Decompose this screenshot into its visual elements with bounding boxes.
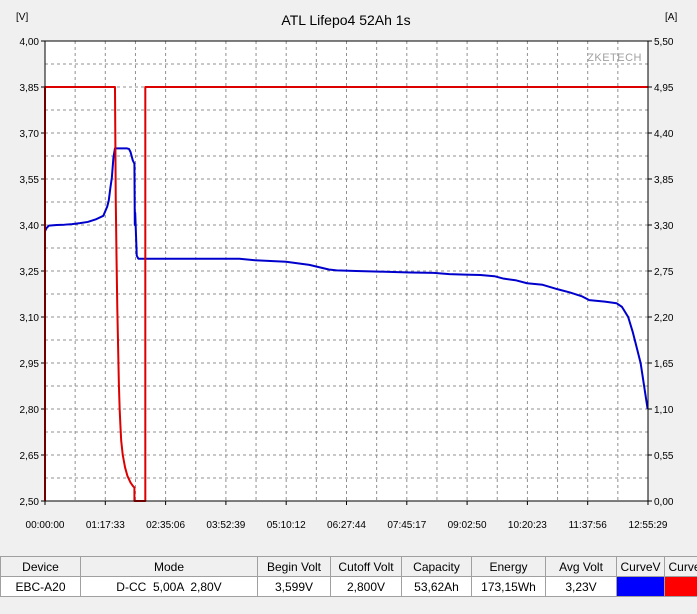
x-tick-label: 10:20:23 bbox=[508, 520, 547, 531]
cell-capacity: 53,62Ah bbox=[401, 576, 472, 597]
y-left-tick-label: 3,55 bbox=[20, 175, 40, 186]
y-left-tick-label: 3,10 bbox=[20, 313, 40, 324]
x-tick-label: 12:55:29 bbox=[629, 520, 668, 531]
y-right-tick-label: 5,50 bbox=[654, 37, 674, 48]
y-left-unit-label: [V] bbox=[16, 12, 28, 23]
header-mode: Mode bbox=[80, 556, 258, 577]
y-right-tick-label: 0,00 bbox=[654, 497, 674, 508]
cell-mode: D-CC 5,00A 2,80V bbox=[80, 576, 258, 597]
y-right-tick-label: 3,85 bbox=[654, 175, 674, 186]
cell-device: EBC-A20 bbox=[0, 576, 81, 597]
x-tick-label: 01:17:33 bbox=[86, 520, 125, 531]
cell-cutoff-volt: 2,800V bbox=[330, 576, 402, 597]
header-curve-a: CurveA bbox=[664, 556, 697, 577]
y-left-tick-label: 3,70 bbox=[20, 129, 40, 140]
header-device: Device bbox=[0, 556, 81, 577]
header-avg-volt: Avg Volt bbox=[545, 556, 617, 577]
y-right-tick-label: 4,40 bbox=[654, 129, 674, 140]
x-tick-label: 00:00:00 bbox=[26, 520, 65, 531]
header-cutoff-volt: Cutoff Volt bbox=[330, 556, 402, 577]
y-left-tick-label: 4,00 bbox=[20, 37, 40, 48]
y-left-tick-label: 2,50 bbox=[20, 497, 40, 508]
cell-avg-volt: 3,23V bbox=[545, 576, 617, 597]
results-table: Device Mode Begin Volt Cutoff Volt Capac… bbox=[0, 556, 697, 597]
results-header-row: Device Mode Begin Volt Cutoff Volt Capac… bbox=[0, 556, 697, 577]
y-right-tick-label: 2,20 bbox=[654, 313, 674, 324]
y-left-tick-label: 3,40 bbox=[20, 221, 40, 232]
x-tick-label: 07:45:17 bbox=[387, 520, 426, 531]
header-energy: Energy bbox=[471, 556, 546, 577]
y-left-tick-label: 2,80 bbox=[20, 405, 40, 416]
y-left-tick-label: 3,85 bbox=[20, 83, 40, 94]
x-tick-label: 06:27:44 bbox=[327, 520, 366, 531]
chart-title: ATL Lifepo4 52Ah 1s bbox=[281, 12, 410, 28]
y-left-tick-label: 3,25 bbox=[20, 267, 40, 278]
y-left-tick-label: 2,65 bbox=[20, 451, 40, 462]
x-tick-label: 03:52:39 bbox=[206, 520, 245, 531]
plot-frame bbox=[44, 40, 649, 502]
y-right-unit-label: [A] bbox=[665, 12, 677, 23]
y-right-tick-label: 2,75 bbox=[654, 267, 674, 278]
x-tick-label: 05:10:12 bbox=[267, 520, 306, 531]
header-begin-volt: Begin Volt bbox=[257, 556, 331, 577]
y-right-tick-label: 1,65 bbox=[654, 359, 674, 370]
x-tick-label: 11:37:56 bbox=[569, 520, 608, 531]
curve-a-color-swatch[interactable] bbox=[664, 576, 697, 597]
y-right-tick-label: 0,55 bbox=[654, 451, 674, 462]
watermark-label: ZKETECH bbox=[587, 52, 642, 64]
cell-energy: 173,15Wh bbox=[471, 576, 546, 597]
x-tick-label: 02:35:06 bbox=[146, 520, 185, 531]
chart-area: 4,00 3,85 3,70 3,55 3,40 3,25 3,10 2,95 2,80 2,65… bbox=[16, 12, 677, 531]
x-tick-label: 09:02:50 bbox=[448, 520, 487, 531]
y-right-tick-label: 1,10 bbox=[654, 405, 674, 416]
header-capacity: Capacity bbox=[401, 556, 472, 577]
cell-begin-volt: 3,599V bbox=[257, 576, 331, 597]
series-curvev-line bbox=[44, 147, 649, 410]
y-left-tick-label: 2,95 bbox=[20, 359, 40, 370]
header-curve-v: CurveV bbox=[616, 556, 665, 577]
table-row[interactable]: EBC-A20 D-CC 5,00A 2,80V 3,599V 2,800V 5… bbox=[0, 576, 697, 597]
y-right-tick-label: 3,30 bbox=[654, 221, 674, 232]
curve-v-color-swatch[interactable] bbox=[616, 576, 665, 597]
chart: 4,00 3,85 3,70 3,55 3,40 3,25 3,10 2,95 2,80 2,65… bbox=[16, 12, 677, 531]
y-right-tick-label: 4,95 bbox=[654, 83, 674, 94]
